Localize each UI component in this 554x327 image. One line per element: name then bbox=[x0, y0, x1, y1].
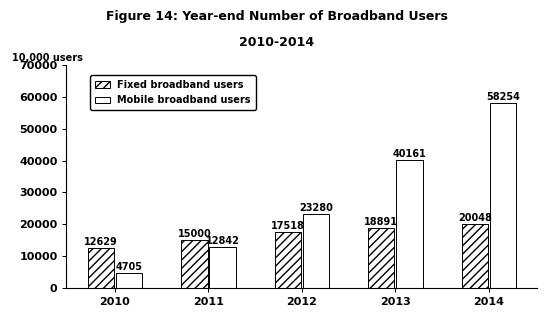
Bar bbox=[209, 247, 235, 288]
Bar bbox=[275, 232, 301, 288]
Text: 12629: 12629 bbox=[84, 237, 118, 247]
Bar bbox=[303, 214, 329, 288]
Text: 40161: 40161 bbox=[393, 149, 426, 159]
Bar bbox=[490, 103, 516, 288]
Bar bbox=[88, 248, 114, 288]
Bar bbox=[396, 160, 423, 288]
Text: 18891: 18891 bbox=[365, 217, 398, 227]
Legend: Fixed broadband users, Mobile broadband users: Fixed broadband users, Mobile broadband … bbox=[90, 75, 256, 110]
Text: 4705: 4705 bbox=[116, 262, 142, 272]
Text: 20048: 20048 bbox=[458, 213, 492, 223]
Text: 17518: 17518 bbox=[271, 221, 305, 231]
Text: 10,000 users: 10,000 users bbox=[12, 53, 83, 63]
Text: 23280: 23280 bbox=[299, 203, 333, 213]
Bar bbox=[116, 273, 142, 288]
Bar bbox=[462, 224, 488, 288]
Bar bbox=[368, 228, 394, 288]
Text: 58254: 58254 bbox=[486, 92, 520, 102]
Text: Figure 14: Year-end Number of Broadband Users: Figure 14: Year-end Number of Broadband … bbox=[106, 10, 448, 23]
Bar bbox=[181, 240, 208, 288]
Text: 15000: 15000 bbox=[178, 229, 211, 239]
Text: 2010-2014: 2010-2014 bbox=[239, 36, 315, 49]
Text: 12842: 12842 bbox=[206, 236, 239, 246]
